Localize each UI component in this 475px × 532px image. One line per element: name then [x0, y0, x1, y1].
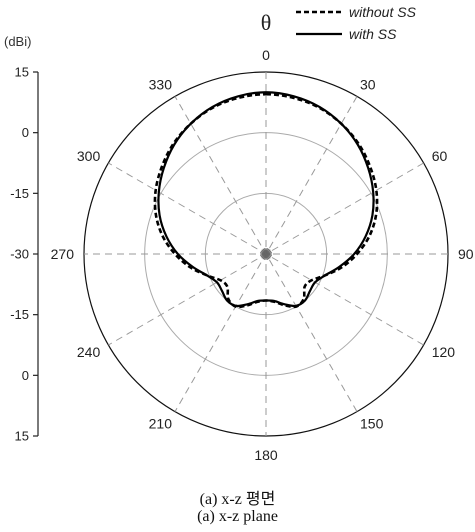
angle-label: 0 — [262, 47, 270, 63]
scale-tick-label: -30 — [10, 247, 29, 262]
series-with-ss-curve — [157, 91, 375, 308]
legend-label: without SS — [349, 4, 417, 20]
r-unit-label: (dBi) — [4, 34, 31, 49]
angle-label: 150 — [360, 416, 384, 432]
scale-tick-label: 0 — [22, 368, 29, 383]
angle-label: 240 — [77, 344, 101, 360]
scale-tick-label: -15 — [10, 307, 29, 322]
scale-tick-label: 15 — [15, 65, 29, 80]
legend: without SS with SS — [296, 4, 417, 42]
scale-tick-label: 15 — [15, 429, 29, 444]
polar-grid — [83, 71, 449, 437]
radial-scale-axis: 15 0 -15 -30 -15 0 15 — [10, 65, 39, 444]
angle-label: 90 — [458, 246, 474, 262]
caption-english: (a) x-z plane — [197, 508, 278, 525]
angle-label: 30 — [360, 76, 376, 92]
theta-symbol: θ — [261, 10, 272, 35]
angle-label: 330 — [149, 76, 173, 92]
legend-label: with SS — [349, 26, 397, 42]
series-layer — [153, 91, 379, 309]
angle-label: 120 — [432, 344, 456, 360]
angle-label: 60 — [432, 148, 448, 164]
angle-label: 180 — [254, 447, 278, 463]
scale-tick-label: 0 — [22, 125, 29, 140]
scale-tick-label: -15 — [10, 186, 29, 201]
center-mark — [263, 248, 269, 260]
angle-label: 210 — [149, 416, 173, 432]
angle-label: 300 — [77, 148, 101, 164]
caption-korean: (a) x-z 평면 — [199, 491, 276, 508]
angle-labels: 0 30 60 90 120 150 180 210 240 270 300 330 — [51, 47, 474, 463]
angle-label: 270 — [51, 246, 75, 262]
